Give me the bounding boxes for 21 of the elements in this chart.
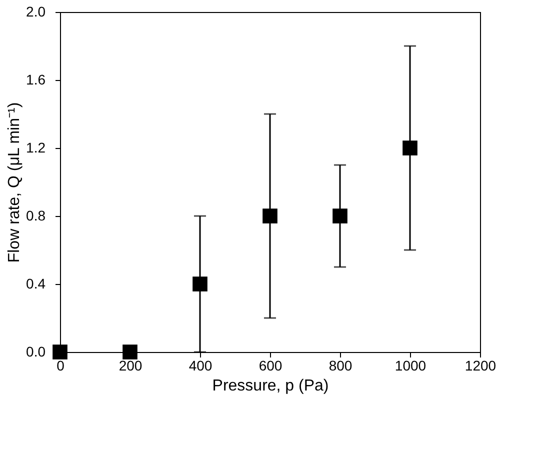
point [402,140,418,156]
x-tick-label: 0 [56,358,65,374]
x-tick-label: 1000 [394,358,426,374]
x-tick-label: 600 [258,358,282,374]
x-tick-label: 1200 [464,358,496,374]
y-tick-label: 1.6 [26,72,46,88]
y-axis-title: Flow rate, Q (μL min⁻¹) [6,102,24,263]
y-tick-label: 1.2 [26,140,46,156]
point [332,208,348,224]
y-tick-label: 0.4 [26,276,46,292]
x-tick-label: 200 [118,358,142,374]
x-tick-label: 800 [328,358,352,374]
x-axis-title: Pressure, p (Pa) [212,378,329,394]
point [122,344,138,360]
point [262,208,278,224]
x-tick-label: 400 [188,358,212,374]
y-tick-label: 0.0 [26,344,46,360]
point [52,344,68,360]
point [192,276,208,292]
y-tick-label: 0.8 [26,208,46,224]
y-tick-label: 2.0 [26,4,46,20]
